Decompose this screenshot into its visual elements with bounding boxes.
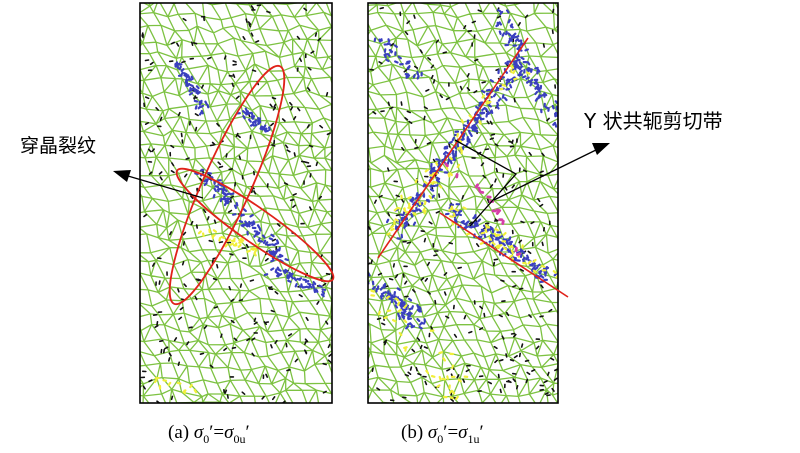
crack-cluster — [495, 8, 558, 128]
arrow-head-right-icon — [592, 143, 610, 155]
crack-cluster — [197, 228, 259, 257]
crack-cluster — [386, 64, 531, 236]
shear-band-label: Y 状共轭剪切带 — [583, 109, 723, 133]
transgranular-crack-label: 穿晶裂纹 — [20, 135, 96, 157]
crack-cluster — [174, 61, 210, 116]
shear-band-line-2 — [439, 212, 569, 298]
crack-cluster — [368, 272, 426, 330]
caption-a: (a) σ0′=σ0u′ — [168, 422, 250, 446]
transgranular-crack-ellipse-2 — [175, 167, 335, 283]
annotation-transgranular: 穿晶裂纹 — [20, 135, 204, 199]
crack-cluster — [370, 289, 469, 400]
crack-cluster — [373, 37, 423, 80]
crack-cluster — [236, 107, 271, 133]
shear-band-line-1 — [377, 37, 529, 259]
panel-a-frame — [139, 2, 333, 404]
panel-a — [139, 2, 335, 404]
annotation-shear-band: Y 状共轭剪切带 — [454, 109, 723, 227]
crack-cluster — [154, 376, 198, 395]
crack-cluster — [263, 266, 327, 298]
caption-b: (b) σ0′=σ1u′ — [401, 422, 484, 446]
crack-cluster — [194, 168, 289, 263]
panel-b-frame — [367, 2, 559, 404]
arrow-head-left-icon — [113, 170, 131, 182]
panel-b — [367, 2, 569, 404]
